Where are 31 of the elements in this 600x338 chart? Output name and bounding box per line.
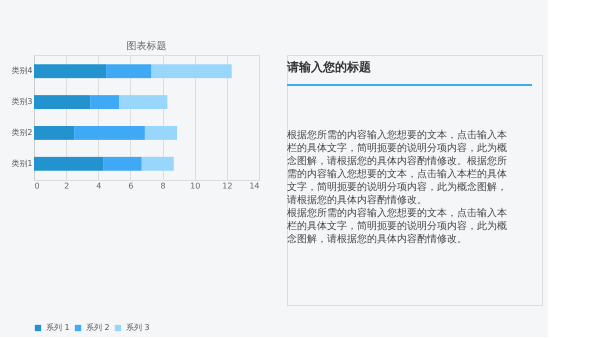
text: 请输入您的标题 (286, 60, 371, 74)
bar (34, 156, 104, 171)
x-tick-label: 2 (64, 182, 70, 190)
legend-label: 系列 3 (126, 323, 150, 332)
x-tick-label: 12 (222, 182, 232, 190)
bar (34, 95, 90, 110)
x-tick-label: 14 (249, 182, 260, 190)
legend-label: 系列 2 (86, 323, 110, 332)
bar (106, 64, 152, 78)
bar (144, 126, 178, 140)
bar (151, 64, 232, 78)
x-tick-label: 0 (34, 182, 40, 190)
bar (142, 156, 174, 171)
bar (34, 126, 74, 140)
y-tick-label: 类别3 (11, 97, 32, 106)
x-tick-label: 6 (128, 182, 134, 190)
bar (74, 126, 145, 140)
chart-title: 图表标题 (126, 40, 166, 52)
y-tick-label: 类别1 (11, 158, 32, 168)
x-tick-label: 8 (160, 182, 166, 190)
bar (34, 64, 106, 78)
x-tick-label: 10 (190, 182, 200, 190)
text: 根据您所需的内容输入您想要的文本，点击输入本栏的具体文字，简明扼要的说明分项内容，此为概念图解，请根据您的具体内容酌情修改。根据您所需的内容输入您想要的文本，点击输入本栏的具体文字，简明扼要的说明分项内容，此为概念图解，请根据您的具体内容酌情修改。 (286, 129, 507, 206)
text: 根据您所需的内容输入您想要的文本，点击输入本栏的具体文字，简明扼要的说明分项内容，此为概念图解，请根据您的具体内容酌情修改。 (286, 207, 507, 245)
y-tick-label: 类别2 (11, 128, 32, 137)
y-tick-label: 类别4 (11, 66, 32, 76)
bar (90, 95, 120, 110)
x-tick-label: 4 (96, 182, 102, 190)
bar (103, 156, 142, 171)
legend-label: 系列 1 (46, 323, 70, 332)
bar (119, 95, 168, 110)
